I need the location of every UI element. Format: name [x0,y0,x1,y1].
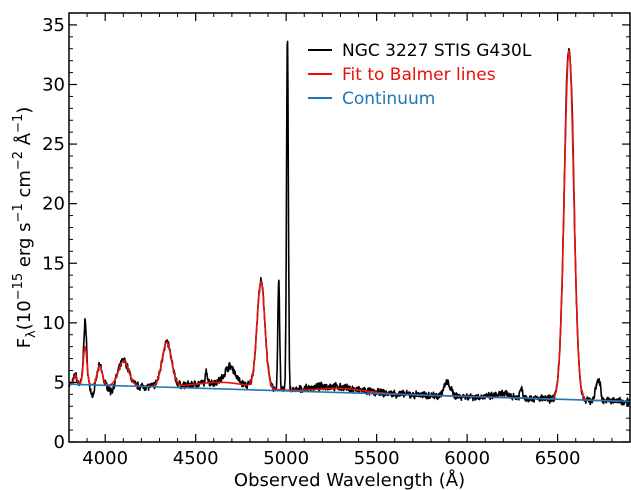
y-tick-label: 25 [42,134,65,155]
y-tick-label: 5 [54,372,65,393]
y-label-rest2: erg s [14,222,35,272]
y-tick-label: 15 [42,253,65,274]
legend-label-fit: Fit to Balmer lines [342,65,496,85]
y-label-rest1: (10 [14,300,35,330]
x-tick-label: 6000 [444,448,490,469]
y-tick-label: 0 [54,432,65,453]
y-tick-label: 35 [42,15,65,36]
x-tick-label: 5000 [263,448,309,469]
legend-label-observed: NGC 3227 STIS G430L [342,41,532,61]
legend-label-continuum: Continuum [342,89,435,109]
series-continuum [69,383,630,403]
x-tick-label: 6500 [535,448,581,469]
x-axis-label: Observed Wavelength (Å) [234,469,465,490]
x-tick-label: 5500 [354,448,400,469]
y-label-sup1: −15 [11,273,26,300]
y-tick-label: 10 [42,313,65,334]
y-label-rest5: ) [14,107,35,114]
y-label-sup2: −1 [11,203,26,222]
y-axis-label: Fλ(10−15 erg s−1 cm−2 Å−1) [11,107,39,349]
y-tick-label: 20 [42,194,65,215]
y-label-rest3: cm [14,170,35,203]
y-label-sup4: −1 [11,114,26,133]
y-label-rest4: Å [13,132,35,151]
x-tick-label: 4000 [82,448,128,469]
y-label-base: F [14,338,35,348]
legend: NGC 3227 STIS G430L Fit to Balmer lines … [308,41,532,109]
y-label-sub: λ [24,330,39,338]
x-tick-label: 4500 [173,448,219,469]
y-tick-label: 30 [42,75,65,96]
y-label-sup3: −2 [11,151,26,170]
